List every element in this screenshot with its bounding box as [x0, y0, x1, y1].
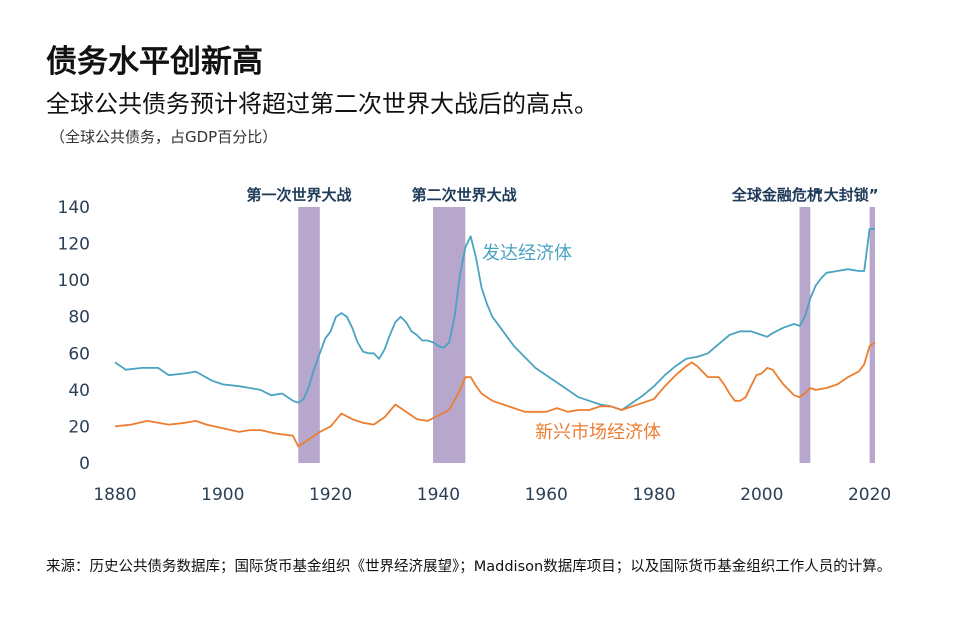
series-line — [114, 341, 876, 448]
period-label: 第一次世界大战 — [247, 186, 352, 204]
x-tick-label: 1920 — [309, 485, 352, 505]
period-label: 第二次世界大战 — [412, 186, 517, 204]
source-note: 来源：历史公共债务数据库；国际货币基金组织《世界经济展望》；Maddison数据… — [46, 559, 892, 575]
x-tick-label: 1940 — [417, 485, 460, 505]
shaded-period — [433, 207, 466, 463]
period-label: 全球金融危机 — [731, 186, 822, 204]
series-label-emerging: 新兴市场经济体 — [535, 422, 661, 443]
page-title: 债务水平创新高 — [46, 44, 263, 80]
y-tick-label: 100 — [58, 271, 90, 291]
x-tick-label: 1980 — [632, 485, 675, 505]
debt-line-chart: 0 20 40 60 80 100 120 140 1880 1900 1920 1940 1960 19… — [58, 186, 892, 505]
x-tick-label: 1960 — [525, 485, 568, 505]
axes: 0 20 40 60 80 100 120 140 1880 1900 1920 1940 1960 19… — [58, 198, 892, 505]
y-tick-label: 40 — [68, 381, 90, 401]
x-tick-label: 1900 — [201, 485, 244, 505]
series-line — [114, 228, 875, 411]
page-subtitle: 全球公共债务预计将超过第二次世界大战后的高点。 — [46, 90, 598, 118]
unit-note: （全球公共债务，占GDP百分比） — [50, 128, 278, 146]
x-tick-label: 1880 — [93, 485, 136, 505]
y-tick-label: 60 — [68, 344, 90, 364]
series-label-advanced: 发达经济体 — [482, 243, 572, 264]
period-label: “大封锁” — [814, 186, 879, 204]
shaded-period — [869, 207, 875, 463]
shaded-period — [298, 207, 320, 463]
y-tick-label: 20 — [68, 417, 90, 437]
shaded-period — [799, 207, 811, 463]
x-tick-label: 2020 — [848, 485, 891, 505]
x-tick-label: 2000 — [740, 485, 783, 505]
y-tick-label: 140 — [58, 198, 90, 218]
series-lines — [114, 228, 876, 448]
y-tick-label: 120 — [58, 235, 90, 255]
y-tick-label: 0 — [79, 454, 90, 474]
y-tick-label: 80 — [68, 308, 90, 328]
